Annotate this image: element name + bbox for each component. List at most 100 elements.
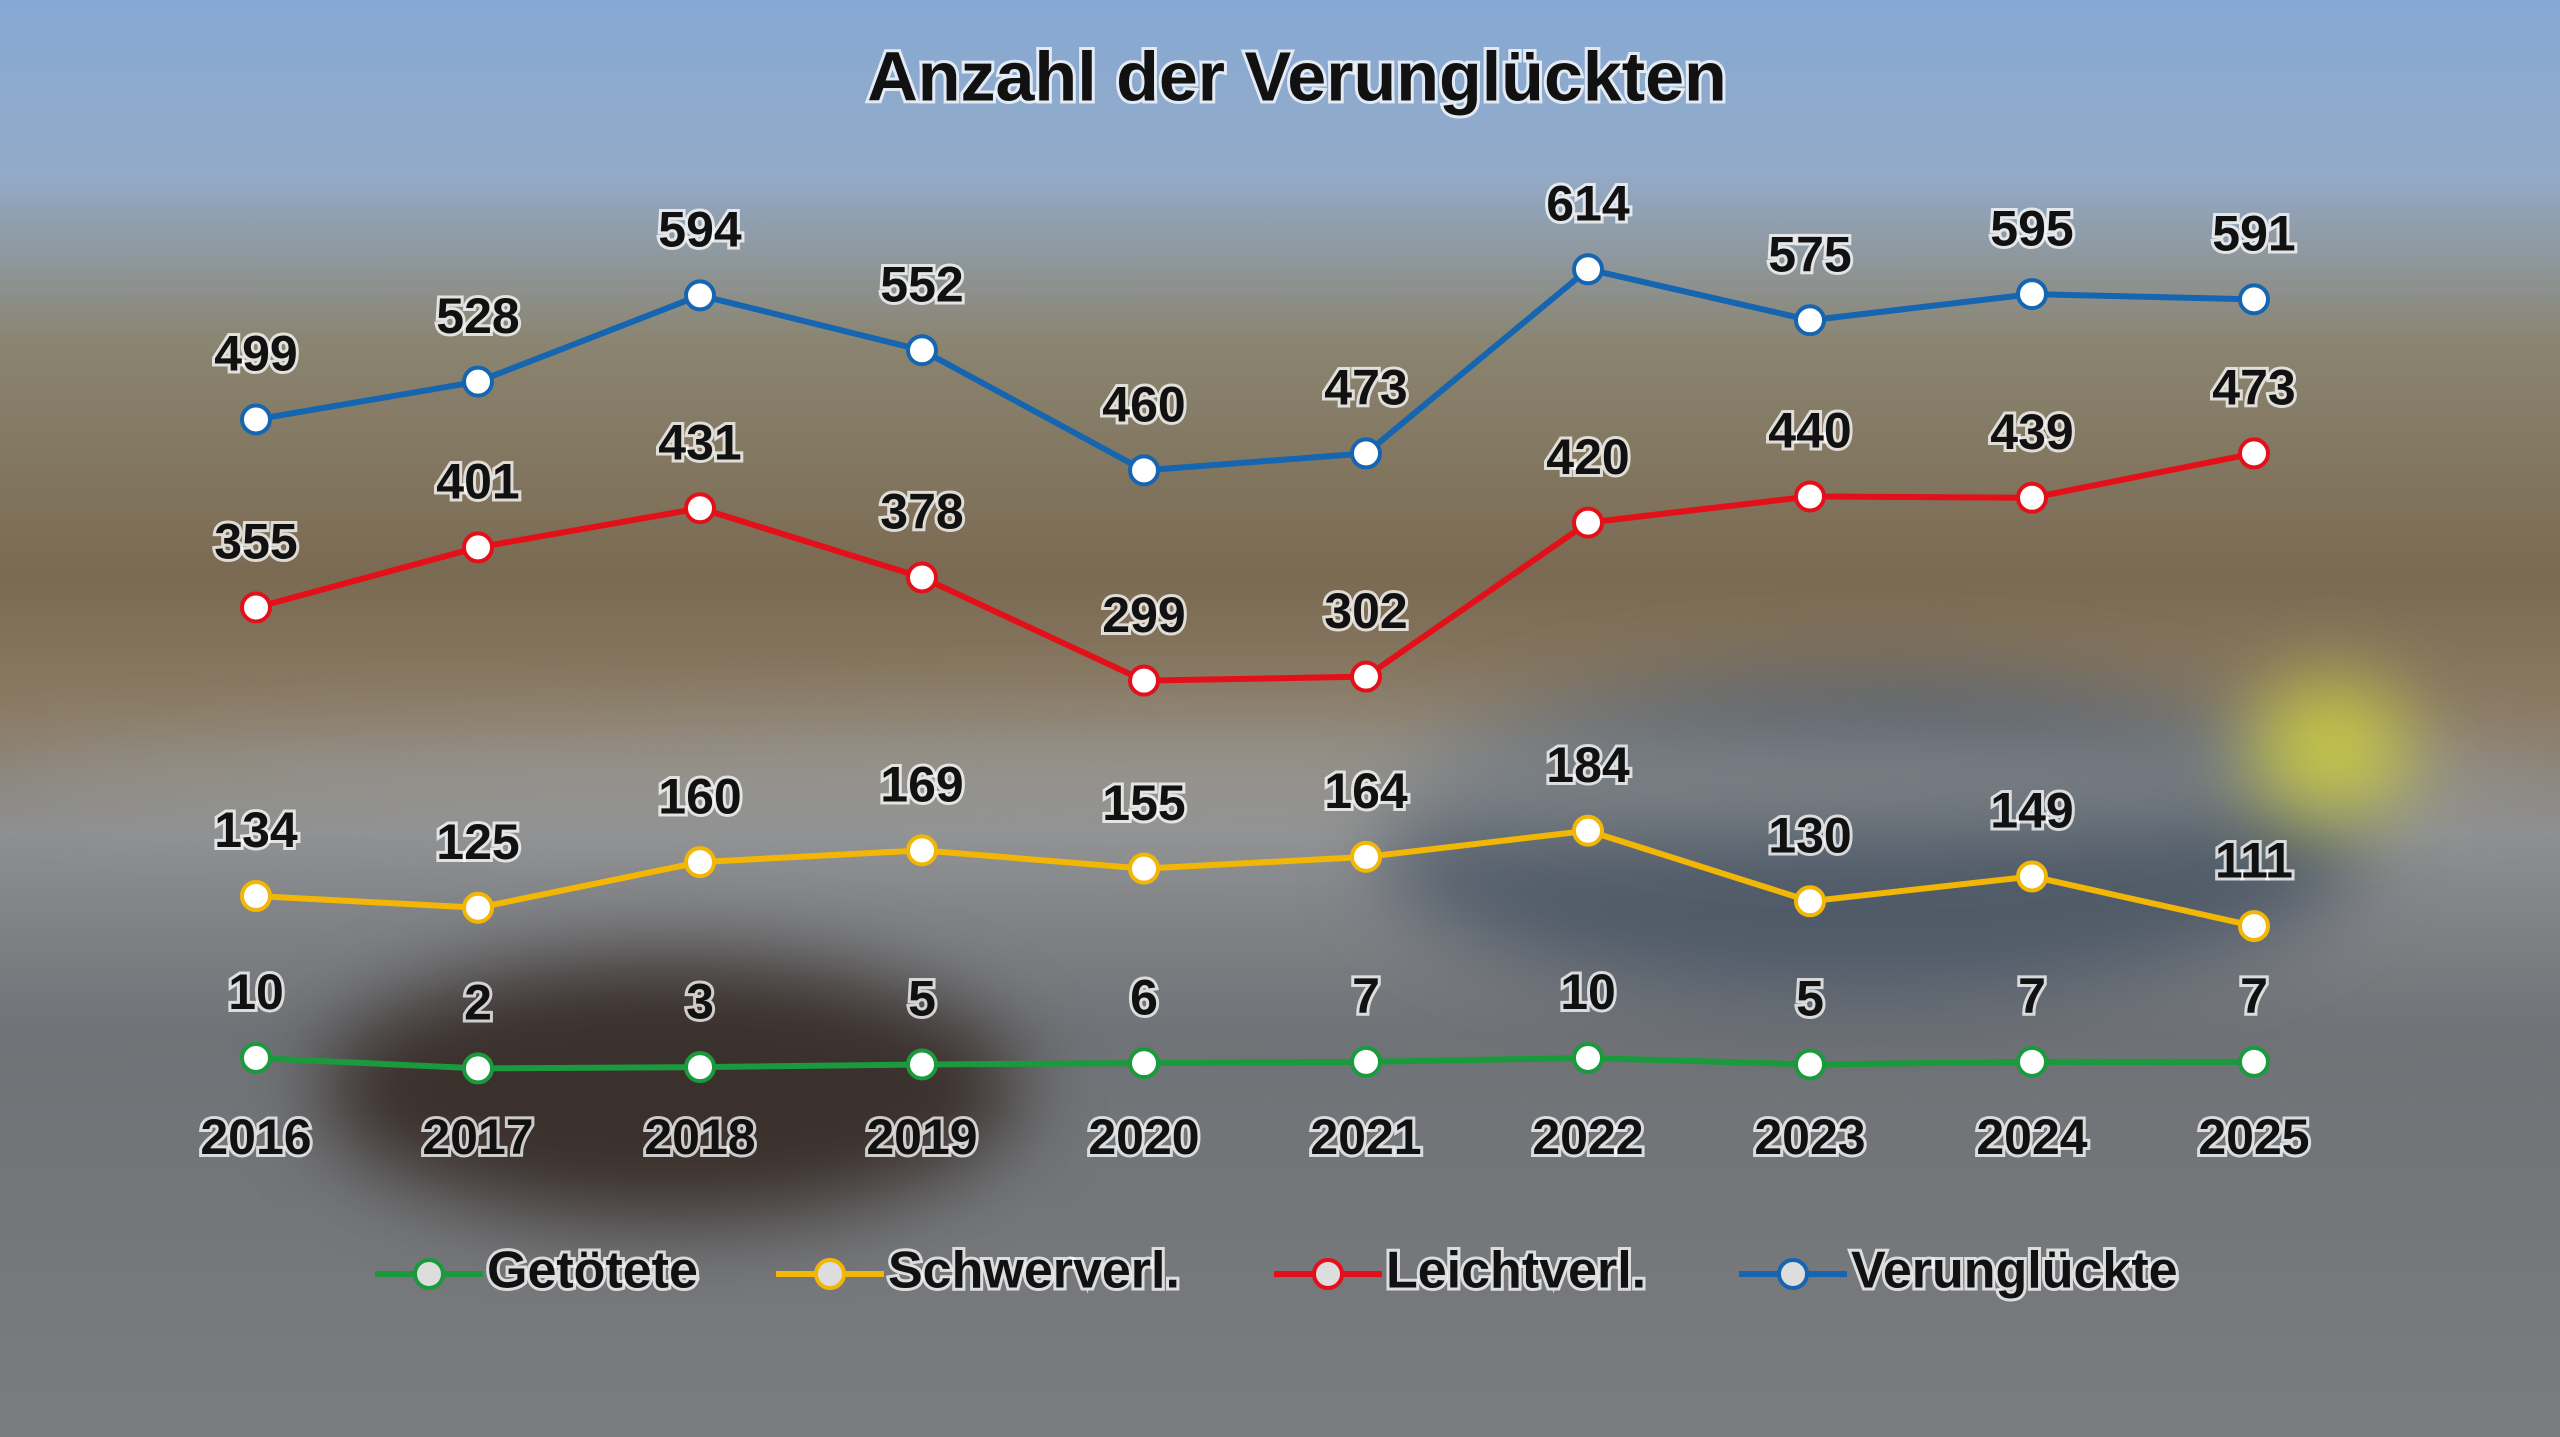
data-label: 575	[1768, 226, 1851, 282]
legend-marker	[1312, 1258, 1344, 1290]
chart-title: Anzahl der Verunglückten	[867, 37, 1727, 115]
data-label: 169	[880, 757, 963, 813]
series-line	[255, 1054, 2254, 1072]
data-point	[240, 880, 272, 913]
data-label: 149	[1990, 783, 2073, 839]
data-point	[906, 1048, 938, 1081]
data-point	[906, 834, 938, 867]
data-point	[1794, 480, 1826, 513]
x-tick-label: 2017	[422, 1109, 533, 1165]
data-point	[1572, 1041, 1604, 1074]
data-label: 5	[1796, 971, 1824, 1027]
data-label: 552	[880, 256, 963, 312]
data-point	[1128, 664, 1160, 697]
data-point	[2016, 481, 2048, 514]
data-point	[684, 846, 716, 879]
data-label: 528	[436, 288, 519, 344]
data-point	[1572, 814, 1604, 847]
data-label: 378	[880, 484, 963, 540]
data-label: 7	[2240, 968, 2268, 1024]
data-label: 420	[1546, 429, 1629, 485]
data-label: 614	[1546, 175, 1630, 231]
legend-item: Verunglückte	[1739, 1239, 2181, 1303]
data-label: 155	[1102, 775, 1185, 831]
series-line	[255, 450, 2255, 684]
data-point	[462, 891, 494, 924]
data-point	[2016, 1045, 2048, 1078]
data-label: 111	[2215, 832, 2293, 888]
data-label: 134	[214, 802, 298, 858]
legend-item: Getötete	[375, 1239, 701, 1303]
data-point	[1794, 885, 1826, 918]
legend-label: Verunglückte	[1851, 1242, 2178, 1300]
data-point	[1350, 1045, 1382, 1078]
data-point	[2238, 1045, 2270, 1078]
x-tick-label: 2016	[200, 1109, 311, 1165]
data-point	[240, 1041, 272, 1074]
x-tick-label: 2018	[644, 1109, 755, 1165]
data-label: 3	[686, 973, 714, 1029]
data-point	[1350, 437, 1382, 470]
data-point	[462, 531, 494, 564]
data-point	[1128, 454, 1160, 487]
data-point	[684, 492, 716, 525]
x-tick-label: 2024	[1976, 1109, 2087, 1165]
x-tick-label: 2025	[2198, 1109, 2309, 1165]
data-point	[2238, 437, 2270, 470]
data-label: 591	[2212, 206, 2295, 262]
data-point	[1794, 1048, 1826, 1081]
data-label: 130	[1768, 807, 1851, 863]
data-label: 355	[214, 514, 297, 570]
series-line	[255, 827, 2255, 929]
legend-item: Schwerverl.	[776, 1239, 1183, 1303]
data-point	[1128, 1047, 1160, 1080]
data-label: 440	[1768, 403, 1851, 459]
data-label: 7	[1352, 968, 1380, 1024]
data-point	[684, 279, 716, 312]
x-tick-label: 2021	[1310, 1109, 1421, 1165]
data-label: 401	[436, 454, 519, 510]
data-label: 431	[658, 414, 741, 470]
data-point	[2016, 860, 2048, 893]
legend-marker	[413, 1258, 445, 1290]
data-label: 302	[1324, 583, 1407, 639]
legend-item: Leichtverl.	[1274, 1239, 1649, 1303]
data-label: 2	[464, 975, 492, 1031]
data-point	[906, 334, 938, 367]
data-label: 7	[2018, 968, 2046, 1024]
x-tick-label: 2022	[1532, 1109, 1643, 1165]
data-point	[2238, 910, 2270, 943]
data-label: 10	[228, 964, 284, 1020]
series-line	[255, 266, 2255, 474]
data-point	[1128, 852, 1160, 885]
data-point	[462, 365, 494, 398]
data-point	[1572, 506, 1604, 539]
legend-marker	[1777, 1258, 1809, 1290]
data-point	[906, 561, 938, 594]
data-point	[462, 1052, 494, 1085]
data-label: 5	[908, 971, 936, 1027]
data-label: 164	[1324, 763, 1408, 819]
data-point	[240, 591, 272, 624]
data-label: 460	[1102, 377, 1185, 433]
data-label: 439	[1990, 404, 2073, 460]
legend-marker	[814, 1258, 846, 1290]
data-point	[684, 1051, 716, 1084]
legend-label: Getötete	[487, 1242, 698, 1300]
data-label: 473	[1324, 360, 1407, 416]
data-point	[1794, 304, 1826, 337]
data-label: 594	[658, 202, 742, 258]
data-label: 473	[2212, 360, 2295, 416]
data-point	[1572, 253, 1604, 286]
legend-label: Schwerverl.	[888, 1242, 1180, 1300]
data-point	[1350, 660, 1382, 693]
data-label: 184	[1546, 737, 1630, 793]
data-point	[2238, 283, 2270, 316]
data-label: 595	[1990, 200, 2073, 256]
data-label: 125	[436, 814, 519, 870]
data-label: 160	[658, 768, 741, 824]
data-label: 499	[214, 326, 297, 382]
x-tick-label: 2023	[1754, 1109, 1865, 1165]
